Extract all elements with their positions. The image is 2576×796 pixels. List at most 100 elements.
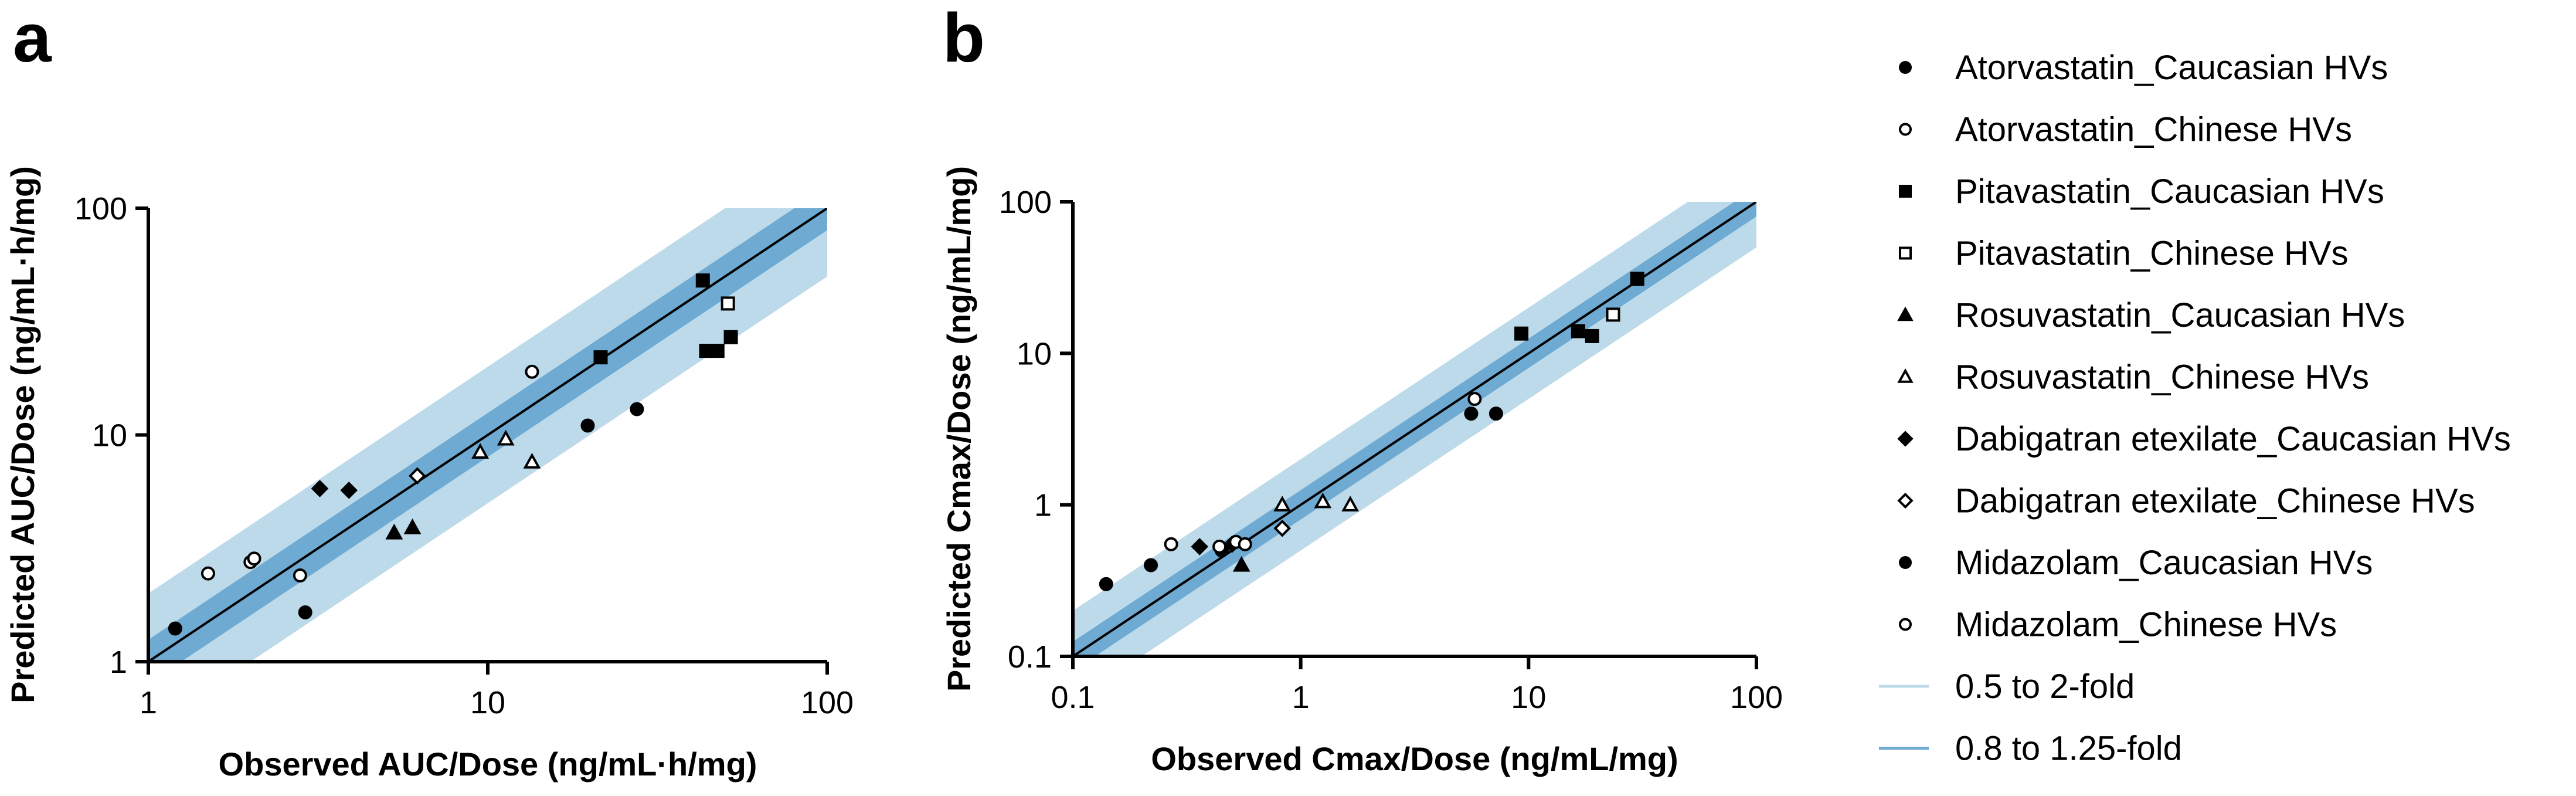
panel-a-y-axis-title: Predicted AUC/Dose (ng/mL·h/mg)	[4, 166, 41, 703]
panel-b-chart: b 0.1 1 10 100 0.1 1 10 100 Observed Cmax/Dose …	[940, 0, 1783, 777]
data-point-circle-open	[293, 568, 307, 583]
data-point-square-open	[721, 296, 735, 311]
legend-item: Midazolam_Caucasian HVs	[1899, 544, 2373, 582]
legend-label: 0.8 to 1.25-fold	[1955, 730, 2182, 768]
data-point-circle-filled	[298, 605, 312, 619]
data-point-square-filled	[723, 330, 738, 344]
data-point-diamond-filled	[340, 482, 358, 499]
line-of-unity	[1073, 202, 1756, 656]
data-point-circle-filled	[1099, 577, 1113, 591]
legend-item: Atorvastatin_Chinese HVs	[1899, 111, 2352, 149]
data-point-triangle-filled	[1232, 555, 1250, 572]
legend-item: Rosuvastatin_Chinese HVs	[1897, 358, 2369, 397]
data-point-triangle-open	[471, 443, 490, 459]
legend-label: Atorvastatin_Chinese HVs	[1955, 111, 2352, 149]
legend-marker-circle-open	[1899, 618, 1912, 631]
panel-b-letter: b	[943, 0, 985, 77]
y-tick-label: 1	[110, 645, 127, 680]
panel-a-unity-line	[148, 208, 827, 662]
data-point-circle-open	[247, 551, 261, 566]
y-tick-label: 0.1	[1008, 639, 1052, 675]
legend-marker-diamond-open	[1897, 492, 1914, 509]
data-point-diamond-filled	[311, 480, 329, 497]
legend-marker-circle-filled	[1899, 61, 1912, 74]
data-point-square-filled	[695, 273, 710, 288]
legend-item: Atorvastatin_Caucasian HVs	[1899, 49, 2388, 87]
panel-b-y-axis-title: Predicted Cmax/Dose (ng/mL/mg)	[940, 166, 977, 692]
legend-marker-square-filled	[1899, 185, 1912, 198]
panel-b-markers	[1099, 272, 1644, 591]
data-point-triangle-filled	[403, 518, 422, 534]
legend-label: Rosuvastatin_Chinese HVs	[1955, 358, 2369, 397]
panel-a-letter: a	[13, 0, 52, 77]
data-point-circle-filled	[1144, 558, 1158, 573]
data-point-triangle-open	[1273, 496, 1292, 512]
data-point-triangle-open	[523, 452, 541, 469]
panel-b-x-axis-title: Observed Cmax/Dose (ng/mL/mg)	[1151, 740, 1678, 777]
panel-a-chart: a 1 10 100 1 10 100 Observed AUC/Dose (ng/mL·…	[4, 0, 854, 783]
legend-item: Dabigatran etexilate_Chinese HVs	[1897, 482, 2475, 520]
data-point-triangle-filled	[385, 523, 403, 540]
legend-label: Dabigatran etexilate_Chinese HVs	[1955, 482, 2475, 520]
data-point-diamond-open	[1273, 519, 1292, 537]
x-tick-label: 1	[140, 685, 157, 720]
data-point-triangle-open	[1314, 492, 1332, 509]
data-point-circle-open	[1212, 539, 1227, 554]
data-point-circle-filled	[168, 621, 182, 636]
data-point-square-open	[1606, 307, 1620, 322]
legend-marker-circle-filled	[1899, 556, 1912, 569]
legend-item: Dabigatran etexilate_Caucasian HVs	[1897, 420, 2511, 458]
y-tick-label: 100	[999, 185, 1052, 220]
legend-label: Atorvastatin_Caucasian HVs	[1955, 49, 2388, 87]
legend-item: Pitavastatin_Caucasian HVs	[1899, 172, 2384, 211]
legend-label: Rosuvastatin_Caucasian HVs	[1955, 296, 2405, 334]
data-point-triangle-open	[1341, 496, 1360, 512]
legend-marker-diamond-filled	[1897, 431, 1914, 447]
data-point-circle-filled	[580, 418, 595, 433]
line-of-unity	[148, 208, 827, 662]
legend-label: 0.5 to 2-fold	[1955, 668, 2135, 706]
data-point-square-filled	[1571, 324, 1585, 338]
legend-marker-square-open	[1899, 246, 1912, 260]
data-point-circle-filled	[1488, 407, 1503, 421]
y-tick-label: 100	[74, 191, 127, 226]
x-tick-label: 1	[1292, 680, 1310, 715]
y-tick-label: 10	[92, 418, 127, 453]
legend-item: 0.5 to 2-fold	[1879, 668, 2135, 706]
data-point-triangle-open	[497, 429, 515, 446]
data-point-square-filled	[593, 350, 608, 365]
x-tick-label: 100	[1730, 680, 1783, 715]
data-point-circle-filled	[630, 402, 644, 416]
data-point-square-filled	[1585, 328, 1599, 343]
data-point-square-filled	[710, 344, 725, 358]
legend-label: Dabigatran etexilate_Caucasian HVs	[1955, 420, 2511, 458]
legend-item: Rosuvastatin_Caucasian HVs	[1897, 296, 2405, 334]
legend: Atorvastatin_Caucasian HVs Atorvastatin_C…	[1879, 49, 2511, 768]
legend-item: 0.8 to 1.25-fold	[1879, 730, 2182, 768]
legend-item: Pitavastatin_Chinese HVs	[1899, 235, 2349, 273]
panel-b-ticks: 0.1 1 10 100 0.1 1 10 100	[999, 185, 1783, 715]
legend-label: Midazolam_Caucasian HVs	[1955, 544, 2373, 582]
legend-label: Pitavastatin_Caucasian HVs	[1955, 172, 2384, 211]
data-point-circle-open	[200, 566, 215, 581]
x-tick-label: 100	[801, 685, 854, 720]
panel-a-markers	[168, 273, 738, 636]
data-point-circle-open	[1164, 537, 1178, 551]
data-point-diamond-open	[408, 467, 426, 485]
data-point-diamond-filled	[1191, 538, 1209, 555]
data-point-square-filled	[1630, 272, 1644, 286]
data-point-circle-open	[525, 364, 539, 379]
legend-marker-triangle-filled	[1897, 306, 1914, 321]
data-point-square-filled	[699, 344, 713, 358]
legend-item: Midazolam_Chinese HVs	[1899, 606, 2337, 644]
data-point-square-filled	[1514, 326, 1529, 341]
legend-label: Midazolam_Chinese HVs	[1955, 606, 2337, 644]
data-point-circle-open	[1467, 392, 1482, 407]
panel-a-x-axis-title: Observed AUC/Dose (ng/mL·h/mg)	[219, 746, 757, 783]
x-tick-label: 10	[1511, 680, 1546, 715]
legend-marker-circle-open	[1899, 123, 1912, 136]
panel-b-unity-line	[1073, 202, 1756, 656]
y-tick-label: 1	[1034, 488, 1052, 523]
panel-a-ticks: 1 10 100 1 10 100	[74, 191, 854, 720]
